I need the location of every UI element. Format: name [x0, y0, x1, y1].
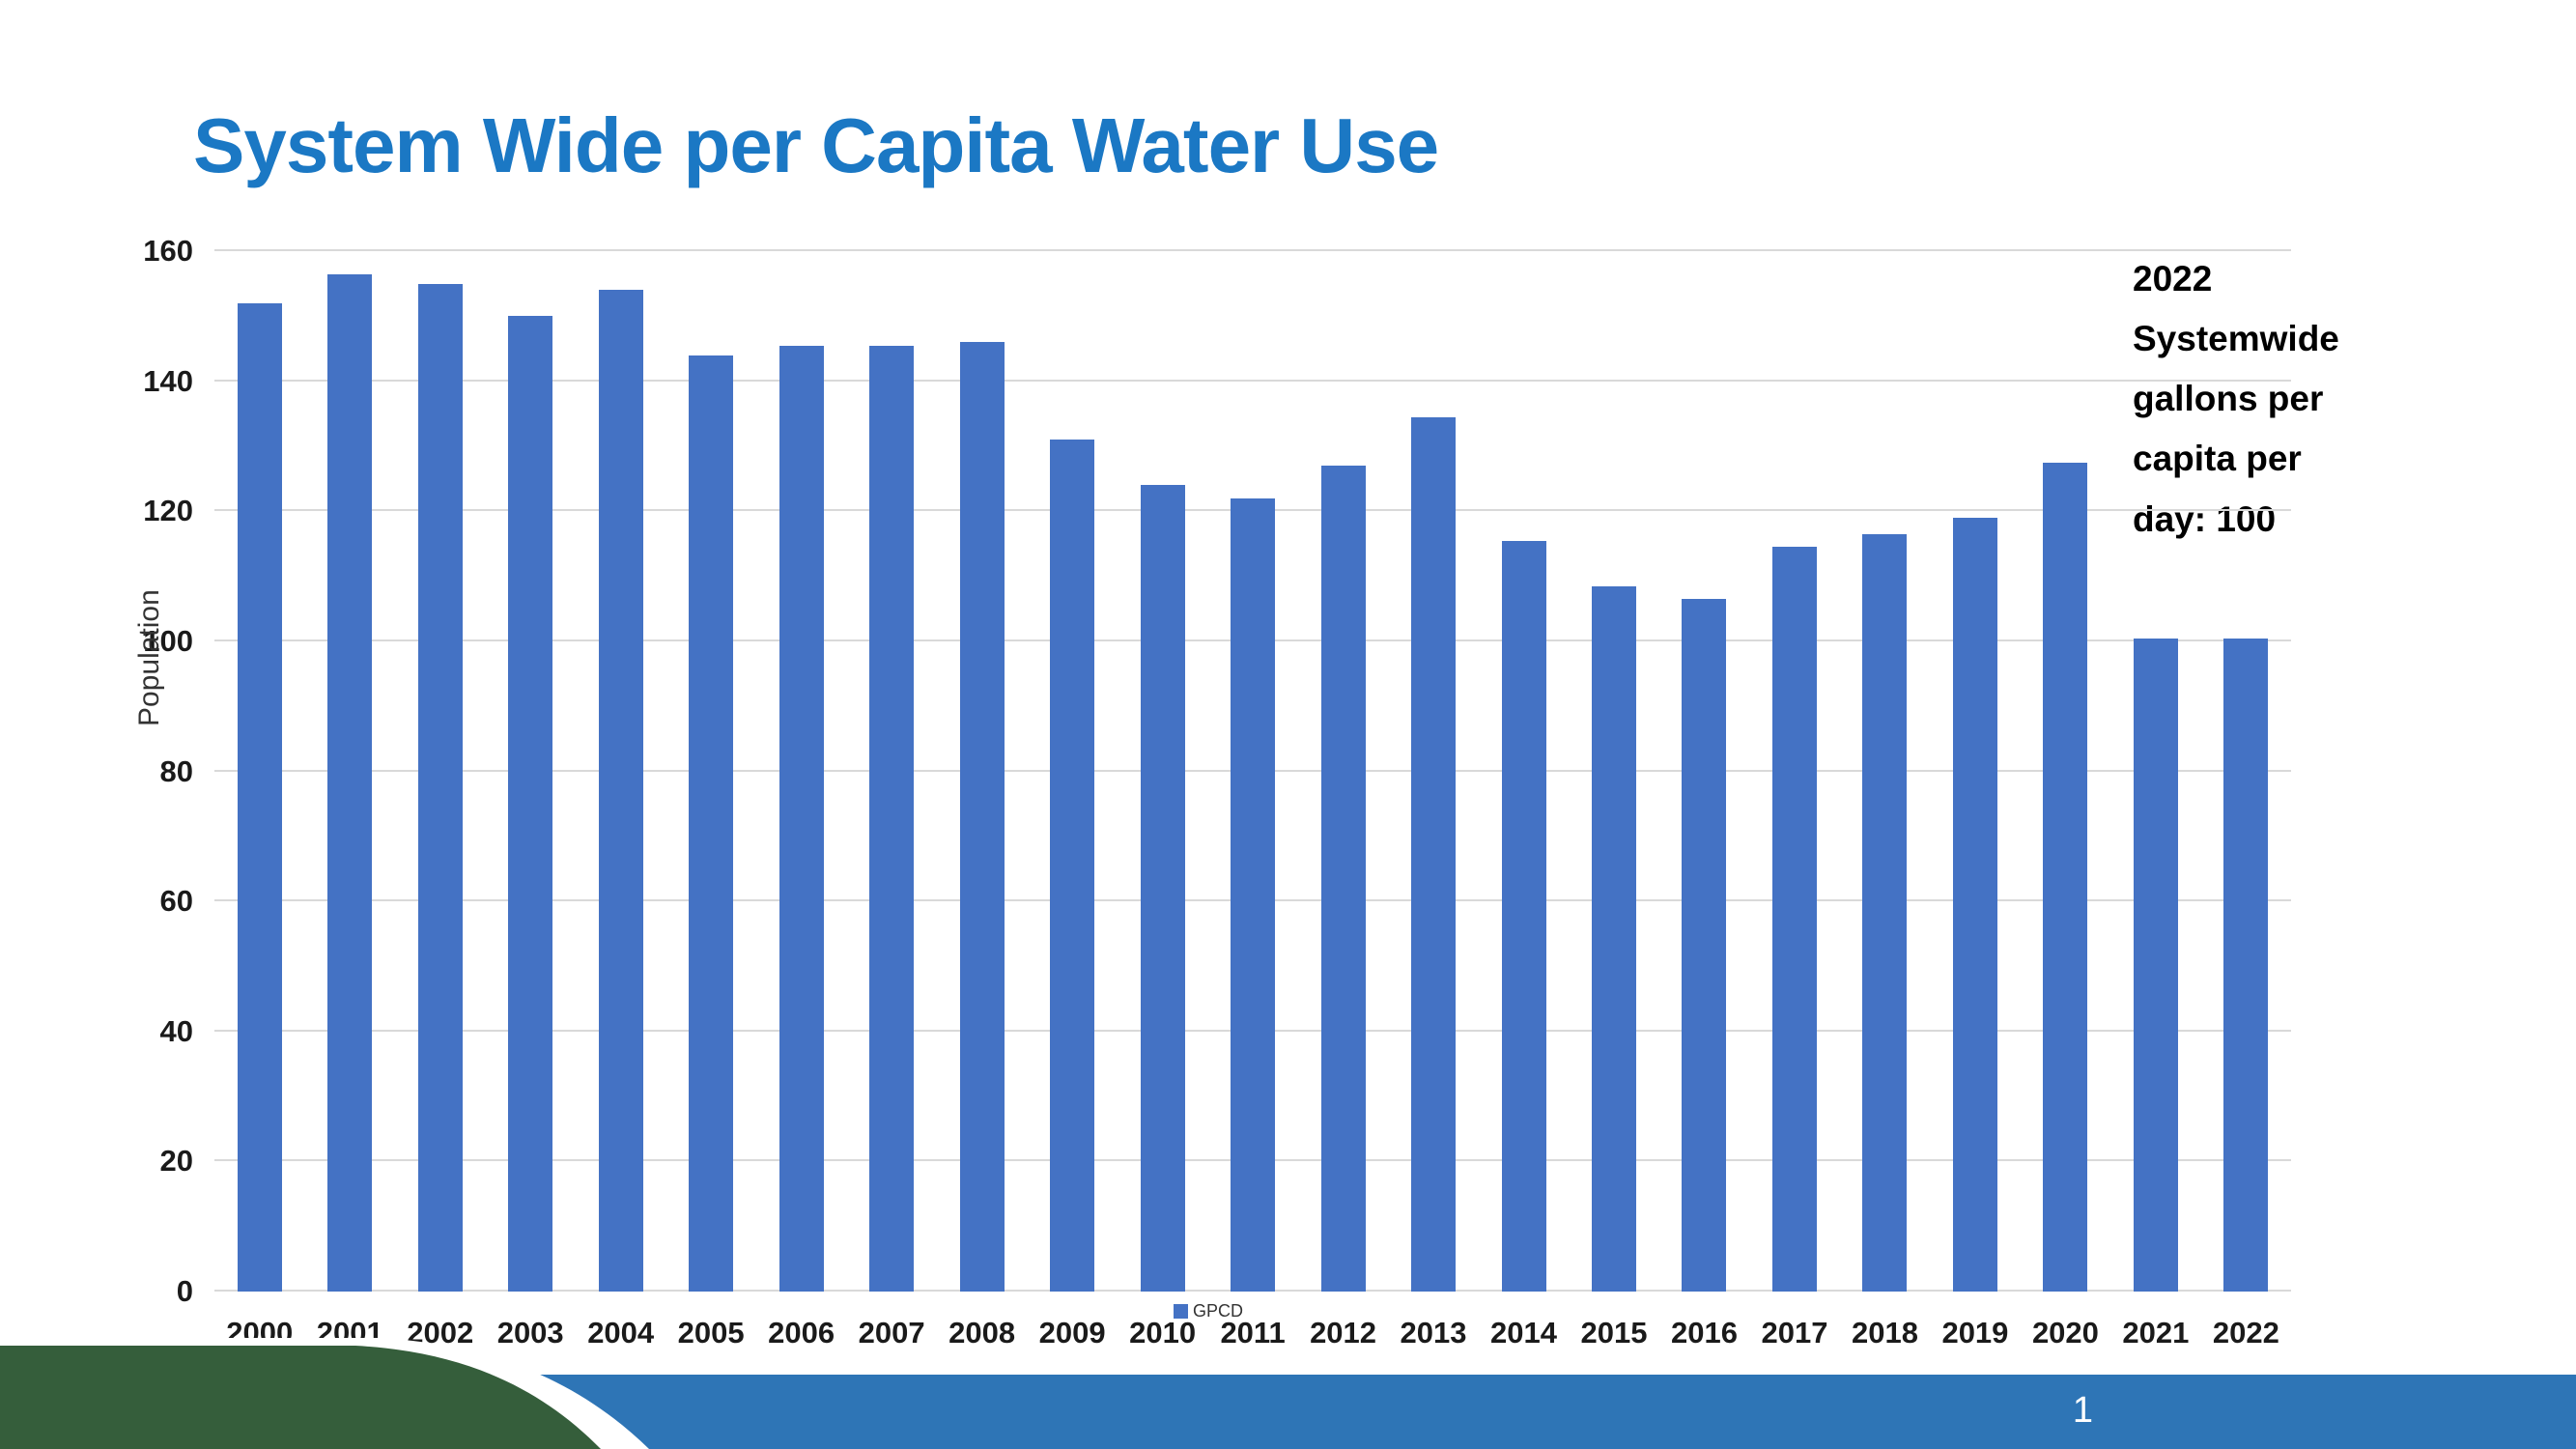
x-tick-label: 2009: [1038, 1316, 1106, 1350]
bar-column: [1930, 251, 2020, 1292]
bar: [959, 342, 1005, 1292]
bar-column: [1207, 251, 1297, 1292]
x-tick-label: 2005: [677, 1316, 745, 1350]
y-tick-label: 120: [143, 494, 193, 528]
bar: [2043, 462, 2088, 1292]
legend-label: GPCD: [1193, 1301, 1244, 1321]
x-tick-label: 2006: [768, 1316, 835, 1350]
footer-swoosh-green: [0, 1346, 601, 1449]
x-tick-label: 2003: [496, 1316, 564, 1350]
gridline: [214, 379, 2291, 382]
y-tick-label: 0: [176, 1274, 193, 1308]
bar: [1771, 547, 1817, 1292]
bar: [1140, 485, 1185, 1292]
bar-column: [1388, 251, 1478, 1292]
bar: [417, 283, 463, 1292]
y-tick-label: 80: [159, 753, 193, 788]
x-tick-label: 2015: [1580, 1316, 1648, 1350]
x-tick-label: 2018: [1851, 1316, 1918, 1350]
bar: [327, 273, 373, 1292]
bar: [1320, 466, 1366, 1292]
bar: [1592, 585, 1636, 1292]
bar-column: [214, 251, 304, 1292]
x-tick-label: 2022: [2212, 1316, 2279, 1350]
y-tick-label: 20: [159, 1144, 193, 1179]
bar-column: [395, 251, 485, 1292]
x-tick-label: 2021: [2122, 1316, 2190, 1350]
y-axis-title: Population: [132, 589, 165, 726]
bar-column: [2021, 251, 2110, 1292]
bar-column: [1118, 251, 1207, 1292]
bar-column: [1298, 251, 1388, 1292]
y-tick-label: 160: [143, 234, 193, 268]
bar-column: [1027, 251, 1117, 1292]
bar-column: [2110, 251, 2200, 1292]
y-tick-label: 60: [159, 884, 193, 919]
x-tick-label: 2011: [1220, 1316, 1286, 1350]
footer-decoration: [0, 1338, 2576, 1449]
x-tick-label: 2007: [858, 1316, 925, 1350]
bar-column: [304, 251, 394, 1292]
plot-area: [214, 249, 2291, 1292]
bars: [214, 251, 2291, 1292]
legend-swatch-icon: [1174, 1304, 1188, 1319]
bar: [778, 345, 824, 1292]
x-tick-label: 2012: [1310, 1316, 1377, 1350]
bar: [508, 316, 553, 1292]
bar: [1862, 533, 1908, 1292]
bar-column: [665, 251, 755, 1292]
x-tick-label: 2008: [948, 1316, 1016, 1350]
bar: [1952, 517, 1997, 1292]
bar: [869, 345, 915, 1292]
bar-column: [756, 251, 846, 1292]
bar-column: [846, 251, 936, 1292]
page-number: 1: [2072, 1390, 2093, 1431]
gridline: [214, 249, 2291, 251]
x-tick-label: 2004: [587, 1316, 655, 1350]
bar: [1050, 440, 1095, 1292]
x-tick-label: 2013: [1400, 1316, 1467, 1350]
bar: [1411, 416, 1457, 1292]
y-tick-label: 100: [143, 623, 193, 658]
bar-column: [1840, 251, 1930, 1292]
x-tick-label: 2016: [1671, 1316, 1738, 1350]
bar-column: [1569, 251, 1658, 1292]
bar-column: [1659, 251, 1749, 1292]
bar-column: [937, 251, 1027, 1292]
x-tick-label: 2017: [1761, 1316, 1828, 1350]
x-tick-label: 2020: [2031, 1316, 2099, 1350]
annotation-text: 2022 Systemwide gallons per capita per d…: [2133, 259, 2339, 539]
y-tick-label: 40: [159, 1013, 193, 1048]
bar: [689, 355, 734, 1292]
legend: GPCD: [1174, 1301, 1243, 1321]
bar-column: [485, 251, 575, 1292]
y-axis-ticks: 0 20 40 60 80 100 120 140 160: [97, 234, 193, 1308]
bar: [598, 290, 643, 1292]
bar: [1231, 497, 1276, 1292]
bar: [1501, 540, 1546, 1292]
bar: [1682, 599, 1727, 1292]
bar: [2223, 638, 2269, 1292]
y-tick-label: 140: [143, 363, 193, 398]
bar: [2133, 638, 2178, 1292]
bar-column: [1749, 251, 1839, 1292]
x-tick-label: 2019: [1941, 1316, 2009, 1350]
bar: [237, 302, 282, 1292]
bar-column: [2201, 251, 2291, 1292]
page-title: System Wide per Capita Water Use: [193, 102, 1439, 188]
bar-column: [1479, 251, 1569, 1292]
bar-column: [576, 251, 665, 1292]
x-tick-label: 2014: [1490, 1316, 1557, 1350]
x-tick-label: 2010: [1129, 1316, 1197, 1350]
